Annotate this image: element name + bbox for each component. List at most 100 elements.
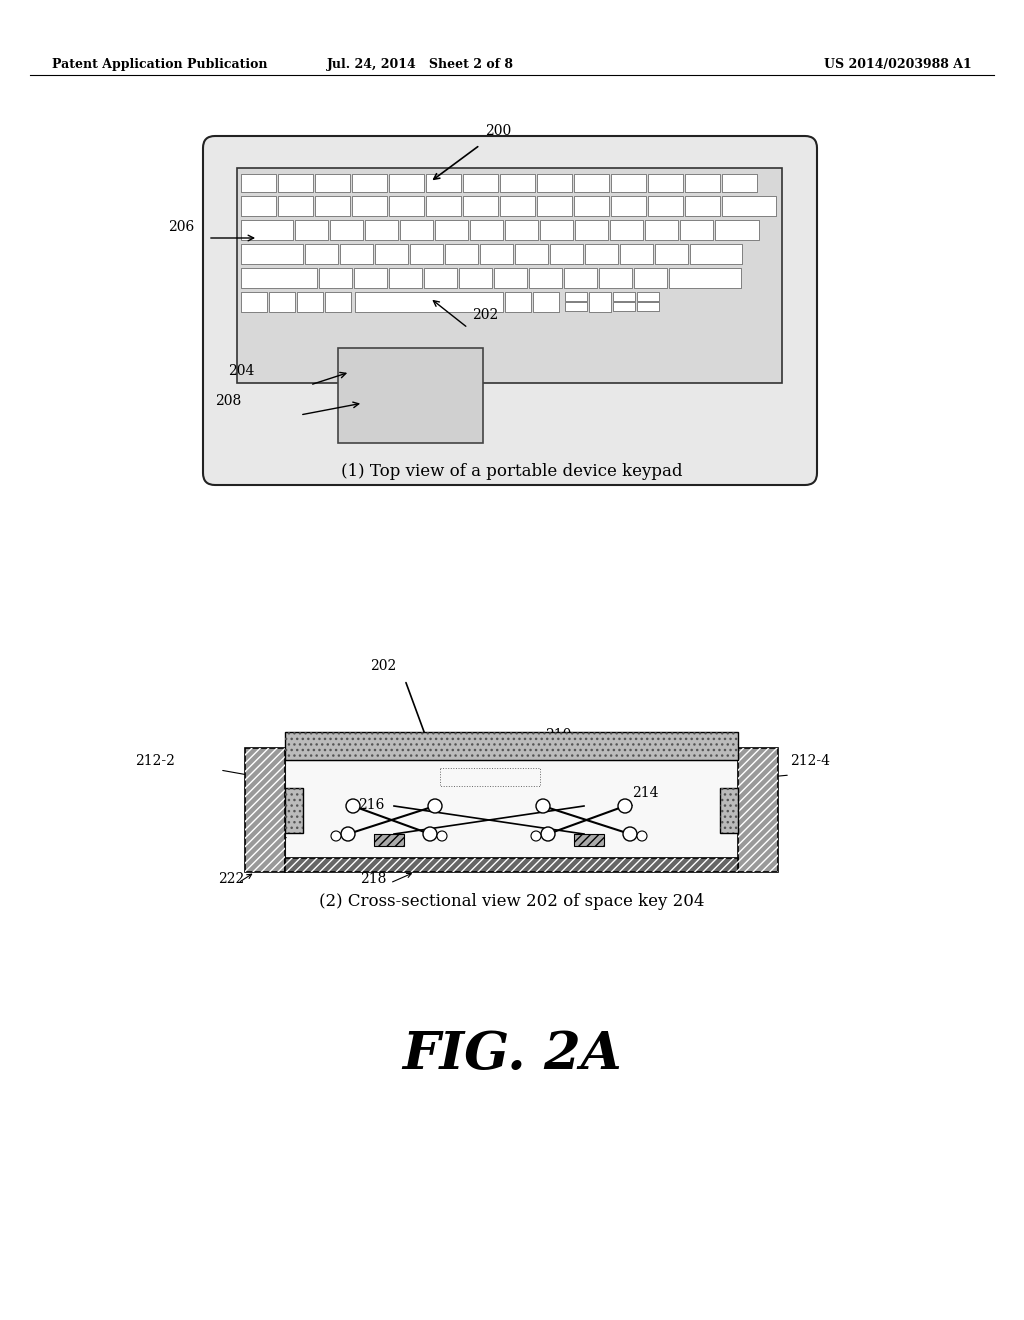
Text: 206: 206 — [168, 220, 195, 234]
Bar — [534, 292, 559, 312]
Bar — [537, 195, 572, 216]
Bar — [720, 788, 738, 833]
Text: 222: 222 — [218, 873, 245, 886]
Bar — [355, 292, 503, 312]
Bar — [574, 834, 604, 846]
Bar — [505, 292, 531, 312]
Bar — [637, 292, 659, 301]
Bar — [738, 748, 778, 873]
Bar — [352, 195, 387, 216]
FancyBboxPatch shape — [203, 136, 817, 484]
Circle shape — [331, 832, 341, 841]
Bar — [574, 174, 609, 191]
Bar — [669, 268, 741, 288]
Text: 210: 210 — [545, 729, 571, 742]
Bar — [505, 220, 538, 240]
Bar — [574, 834, 604, 846]
Bar — [500, 174, 535, 191]
Text: US 2014/0203988 A1: US 2014/0203988 A1 — [824, 58, 972, 71]
Bar — [463, 195, 498, 216]
Bar — [241, 244, 303, 264]
Text: 212-2: 212-2 — [135, 754, 175, 768]
Bar — [285, 733, 738, 760]
Bar — [648, 174, 683, 191]
Bar — [297, 292, 323, 312]
Bar — [613, 302, 635, 312]
Circle shape — [437, 832, 447, 841]
Circle shape — [618, 799, 632, 813]
Bar — [241, 220, 293, 240]
Bar — [375, 244, 408, 264]
Bar — [645, 220, 678, 240]
Text: 208: 208 — [215, 393, 242, 408]
Bar — [354, 268, 387, 288]
Circle shape — [341, 828, 355, 841]
Bar — [574, 195, 609, 216]
Bar — [655, 244, 688, 264]
Bar — [315, 195, 350, 216]
Bar — [564, 268, 597, 288]
Bar — [241, 268, 317, 288]
Bar — [315, 174, 350, 191]
Text: (1) Top view of a portable device keypad: (1) Top view of a portable device keypad — [341, 463, 683, 480]
Bar — [445, 244, 478, 264]
Bar — [494, 268, 527, 288]
Bar — [426, 174, 461, 191]
Bar — [685, 195, 720, 216]
Bar — [634, 268, 667, 288]
Bar — [426, 195, 461, 216]
Bar — [565, 302, 587, 312]
Bar — [611, 195, 646, 216]
Bar — [325, 292, 351, 312]
Circle shape — [346, 799, 360, 813]
Bar — [278, 195, 313, 216]
Bar — [715, 220, 759, 240]
Bar — [680, 220, 713, 240]
Bar — [690, 244, 742, 264]
Bar — [352, 174, 387, 191]
Bar — [410, 244, 443, 264]
Bar — [540, 220, 573, 240]
Bar — [285, 733, 738, 760]
Bar — [338, 348, 483, 444]
Bar — [245, 748, 285, 873]
Bar — [319, 268, 352, 288]
Text: 218: 218 — [360, 873, 386, 886]
Bar — [241, 195, 276, 216]
Bar — [305, 244, 338, 264]
Bar — [722, 195, 776, 216]
Text: (2) Cross-sectional view 202 of space key 204: (2) Cross-sectional view 202 of space ke… — [319, 894, 705, 909]
Bar — [389, 268, 422, 288]
Bar — [470, 220, 503, 240]
Text: Patent Application Publication: Patent Application Publication — [52, 58, 267, 71]
Bar — [365, 220, 398, 240]
Bar — [389, 195, 424, 216]
Bar — [611, 174, 646, 191]
Bar — [435, 220, 468, 240]
Bar — [613, 292, 635, 301]
Bar — [241, 292, 267, 312]
Bar — [637, 302, 659, 312]
Bar — [480, 244, 513, 264]
Bar — [285, 858, 738, 873]
Text: 212-4: 212-4 — [790, 754, 830, 768]
Bar — [515, 244, 548, 264]
Bar — [599, 268, 632, 288]
Bar — [685, 174, 720, 191]
Bar — [278, 174, 313, 191]
Bar — [374, 834, 404, 846]
Text: 214: 214 — [632, 785, 658, 800]
Bar — [241, 174, 276, 191]
Bar — [585, 244, 618, 264]
Bar — [330, 220, 362, 240]
Text: 220: 220 — [255, 818, 282, 832]
Bar — [374, 834, 404, 846]
Bar — [620, 244, 653, 264]
Bar — [738, 748, 778, 873]
Bar — [720, 788, 738, 833]
Bar — [550, 244, 583, 264]
Bar — [285, 788, 303, 833]
Circle shape — [536, 799, 550, 813]
Bar — [610, 220, 643, 240]
Bar — [575, 220, 608, 240]
